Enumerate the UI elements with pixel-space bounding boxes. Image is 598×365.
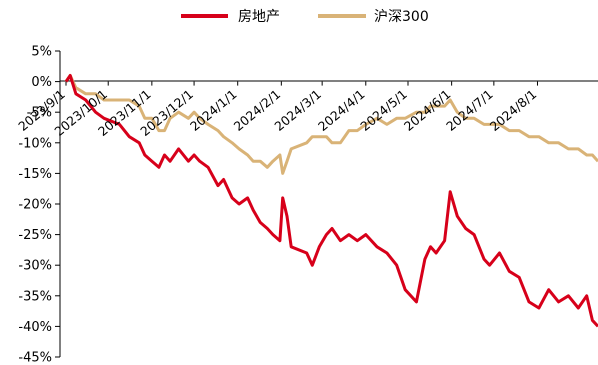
y-tick-label: -25% bbox=[18, 228, 52, 243]
series-layer bbox=[64, 74, 598, 328]
y-tick-label: -5% bbox=[27, 106, 52, 121]
x-tick-label: 2024/5/1 bbox=[357, 86, 410, 134]
x-tick-label: 2024/7/1 bbox=[443, 86, 496, 134]
x-tick-label: 2024/8/1 bbox=[487, 86, 540, 134]
y-tick-label: -35% bbox=[18, 289, 52, 304]
y-tick-label: -40% bbox=[18, 320, 52, 335]
y-axis-ticks: 5% 0% -5% -10% -15% -20% -25% -30% -35% -40% -45% bbox=[18, 45, 60, 365]
y-tick-label: -20% bbox=[18, 198, 52, 213]
y-tick-label: -45% bbox=[18, 351, 52, 365]
legend-label-real-estate: 房地产 bbox=[238, 9, 280, 25]
legend-label-csi300: 沪深300 bbox=[374, 9, 429, 25]
legend: 房地产 沪深300 bbox=[181, 9, 429, 25]
y-tick-label: -15% bbox=[18, 167, 52, 182]
y-tick-label: 5% bbox=[31, 45, 52, 60]
x-axis-ticks: 2023/9/12023/10/12023/11/12023/12/12024/… bbox=[15, 81, 540, 139]
y-tick-label: 0% bbox=[31, 75, 52, 90]
y-tick-label: -30% bbox=[18, 259, 52, 274]
y-tick-label: -10% bbox=[18, 136, 52, 151]
series-line-real-estate bbox=[64, 74, 598, 328]
series-line-csi300 bbox=[64, 74, 598, 175]
